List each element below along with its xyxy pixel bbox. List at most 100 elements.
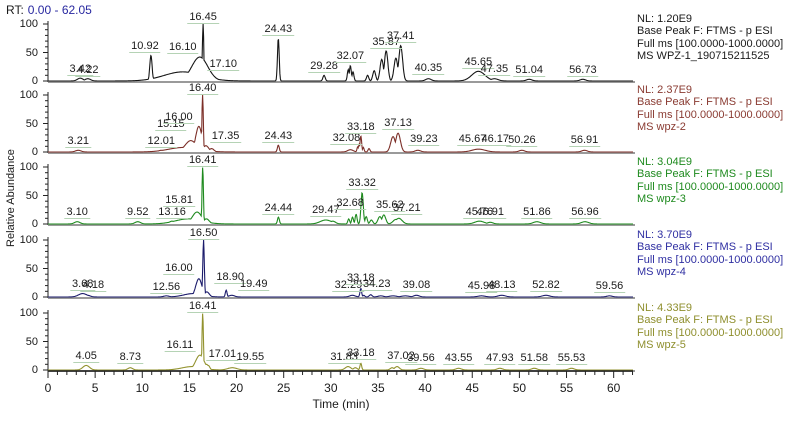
- peak-label: 50.26: [506, 134, 538, 148]
- y-axis-tick-label: 50: [25, 335, 38, 348]
- x-axis-tick-label: 50: [512, 381, 527, 395]
- peak-label: 32.07: [334, 50, 367, 64]
- scan-header-line: Base Peak F: FTMS - p ESI: [637, 96, 773, 109]
- peak-label: 16.00: [163, 110, 195, 124]
- peak-label: 15.15: [155, 118, 187, 132]
- peak-label: 33.18: [345, 120, 377, 134]
- peak-label: 4.22: [75, 64, 101, 77]
- trace-plot-wpz-2: [43, 92, 635, 154]
- y-axis-tick-label: 100: [19, 89, 38, 101]
- peak-label: 37.41: [384, 30, 417, 44]
- scan-header-line: MS wpz-3: [637, 193, 686, 206]
- trace-plot-wpz-5: [43, 310, 635, 372]
- x-axis-tick-label: 20: [229, 381, 244, 395]
- peak-label: 34.23: [360, 278, 393, 292]
- peak-label: 47.93: [484, 352, 516, 366]
- peak-label: 35.62: [374, 199, 406, 213]
- x-axis-tick-label: 35: [371, 381, 385, 395]
- x-axis-tick-label: 10: [135, 381, 149, 395]
- scan-header-wpz-5: NL: 4.33E9 Base Peak F: FTMS - p ESI Full …: [637, 302, 800, 352]
- peak-label: 3.42: [67, 63, 93, 77]
- peak-label: 51.58: [518, 352, 551, 366]
- peak-label: 32.68: [334, 196, 366, 210]
- x-axis-tick-label: 5: [91, 381, 99, 395]
- trace-plot-wpz-1: [43, 21, 635, 83]
- peak-label: 19.49: [237, 278, 270, 292]
- peak-label: 12.56: [150, 280, 183, 294]
- peak-label: 32.08: [330, 131, 363, 145]
- x-axis-title: Time (min): [312, 397, 370, 411]
- peak-label: 35.87: [370, 35, 402, 49]
- scan-header-line: Full ms [100.0000-1000.0000]: [637, 108, 784, 121]
- peak-label: 17.01: [206, 348, 239, 362]
- peak-label: 17.10: [207, 57, 239, 71]
- peak-label: 39.56: [405, 352, 437, 366]
- peak-label: 45.67: [456, 133, 489, 147]
- rt-label: RT:: [6, 3, 24, 17]
- peak-label: 16.11: [164, 338, 196, 352]
- scan-header-line: Base Peak F: FTMS - p ESI: [637, 25, 773, 38]
- y-axis-tick-label: 50: [25, 262, 38, 275]
- peak-label: 3.21: [65, 135, 91, 148]
- y-axis-tick-label: 50: [25, 117, 38, 130]
- peak-label: 16.40: [186, 82, 219, 95]
- x-axis-tick-label: 60: [606, 381, 621, 395]
- rt-range-value: 0.00 - 62.05: [27, 3, 92, 17]
- peak-label: 56.96: [569, 206, 601, 220]
- peak-label: 16.50: [187, 227, 220, 240]
- peak-label: 39.08: [400, 278, 433, 292]
- peak-label: 17.35: [209, 130, 242, 144]
- scan-header-wpz-1: NL: 1.20E9 Base Peak F: FTMS - p ESI Full …: [637, 13, 800, 63]
- scan-header-line: Full ms [100.0000-1000.0000]: [637, 37, 784, 50]
- y-axis-tick-label: 50: [25, 189, 38, 202]
- peak-label: 24.43: [262, 129, 295, 143]
- peak-label: 48.13: [485, 279, 518, 293]
- scan-header-line: MS WPZ-1_190715211525: [637, 50, 770, 63]
- peak-label: 16.45: [187, 11, 219, 24]
- peak-label: 37.13: [382, 117, 414, 131]
- scan-header-line: MS wpz-2: [637, 121, 686, 134]
- scan-header-line: Base Peak F: FTMS - p ESI: [637, 168, 773, 181]
- peak-label: 16.41: [186, 300, 219, 313]
- y-axis-tick-label: 100: [19, 161, 38, 173]
- y-axis-tick-label: 0: [31, 364, 38, 376]
- peak-label: 19.55: [234, 351, 267, 365]
- x-axis-tick-label: 55: [559, 381, 574, 395]
- scan-header-line: Full ms [100.0000-1000.0000]: [637, 180, 784, 193]
- scan-header-line: Full ms [100.0000-1000.0000]: [637, 326, 784, 339]
- peak-label: 3.10: [64, 206, 90, 220]
- peak-label: 56.73: [567, 64, 599, 77]
- trace-wpz-2: [48, 94, 633, 153]
- peak-label: 24.44: [262, 201, 295, 215]
- nl-value: NL: 3.04E9: [637, 156, 693, 168]
- trace-wpz-3: [48, 167, 633, 225]
- peak-label: 43.55: [442, 352, 475, 366]
- peak-label: 29.28: [308, 60, 340, 74]
- peak-label: 33.32: [346, 177, 378, 191]
- x-axis-tick-label: 45: [465, 381, 479, 395]
- peak-label: 51.86: [521, 206, 553, 220]
- peak-label: 12.01: [145, 135, 177, 148]
- peak-label: 8.73: [117, 351, 144, 365]
- x-axis: [47, 370, 634, 378]
- scan-header-wpz-2: NL: 2.37E9 Base Peak F: FTMS - p ESI Full …: [637, 84, 800, 134]
- peak-label: 18.90: [214, 271, 246, 285]
- y-axis-tick-label: 0: [31, 146, 38, 158]
- peak-label: 52.82: [530, 279, 562, 293]
- trace-plot-wpz-3: [43, 164, 635, 226]
- x-axis-tick-label: 25: [277, 381, 291, 395]
- nl-value: NL: 3.70E9: [637, 229, 693, 241]
- peak-label: 33.18: [345, 272, 377, 286]
- scan-header-line: Base Peak F: FTMS - p ESI: [637, 241, 773, 254]
- y-axis-tick-label: 0: [31, 75, 38, 87]
- nl-value: NL: 1.20E9: [637, 13, 693, 25]
- peak-label: 39.23: [408, 133, 440, 147]
- peak-label: 24.43: [262, 22, 295, 36]
- peak-label: 59.56: [593, 280, 626, 293]
- peak-label: 45.65: [462, 56, 495, 70]
- y-axis-tick-label: 0: [31, 291, 38, 303]
- scan-header-line: Full ms [100.0000-1000.0000]: [637, 253, 784, 266]
- scan-header-wpz-4: NL: 3.70E9 Base Peak F: FTMS - p ESI Full …: [637, 229, 800, 279]
- y-axis-tick-label: 100: [19, 307, 38, 319]
